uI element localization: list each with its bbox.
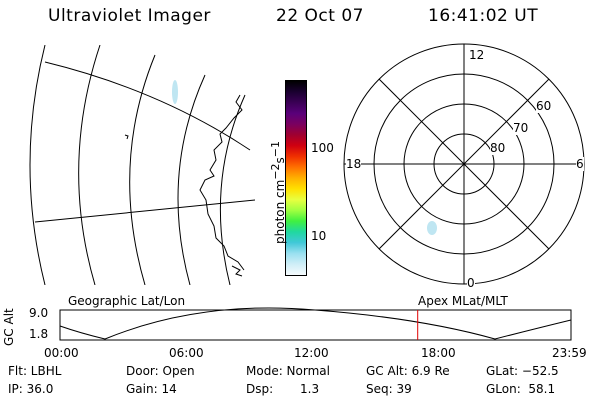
lat-arc-4 (177, 74, 206, 285)
mlt-label-12: 12 (469, 48, 485, 62)
coast-tip (231, 265, 243, 277)
lat-label-80: 80 (490, 141, 506, 155)
map-aurora (172, 80, 178, 104)
mlt-label-18: 18 (346, 157, 362, 171)
status-dsp-label: Dsp: (246, 382, 274, 396)
lat-label-60: 60 (536, 99, 552, 113)
polar-diag-2 (378, 78, 550, 250)
lat-arc-3 (129, 54, 156, 285)
lat-arc-5 (219, 94, 246, 285)
timeline-frame (59, 309, 572, 341)
status-ip: IP: 36.0 (8, 382, 54, 396)
island (124, 134, 129, 140)
status-mode: Mode: Normal (246, 364, 330, 378)
meridian-1 (44, 61, 251, 151)
mlt-label-0: 0 (467, 276, 475, 290)
timeline-xtick-2359: 23:59 (552, 346, 587, 360)
status-seq: Seq: 39 (366, 382, 412, 396)
timeline-xtick-0000: 00:00 (44, 346, 79, 360)
status-gc-alt: GC Alt: 6.9 Re (366, 364, 450, 378)
status-dsp-value: 1.3 (300, 382, 320, 396)
timeline-ytick-1-8: 1.8 (29, 327, 49, 341)
time-label: 16:41:02 UT (428, 6, 539, 26)
colorbar (285, 80, 307, 276)
meridian-2 (34, 199, 255, 223)
timeline-ytick-9: 9.0 (29, 306, 49, 320)
colorbar-tick-100: 100 (311, 141, 334, 155)
altitude-curve (59, 307, 572, 340)
timeline-xtick-1200: 12:00 (294, 346, 329, 360)
status-gain: Gain: 14 (126, 382, 177, 396)
colorbar-gradient (285, 80, 307, 276)
colorbar-tick-10: 10 (311, 229, 327, 243)
mlt-label-6: 6 (576, 157, 584, 171)
coastline (199, 94, 245, 271)
date-label: 22 Oct 07 (276, 6, 364, 26)
status-glat: GLat: −52.5 (486, 364, 559, 378)
status-door: Door: Open (126, 364, 195, 378)
status-glon: GLon: 58.1 (486, 382, 556, 396)
status-filter: Flt: LBHL (8, 364, 62, 378)
timeline-left-label: Geographic Lat/Lon (68, 294, 186, 308)
instrument-title: Ultraviolet Imager (48, 6, 211, 26)
timeline-right-label: Apex MLat/MLT (418, 294, 508, 308)
lat-arc-1 (29, 45, 46, 285)
timeline-xtick-1800: 18:00 (421, 346, 456, 360)
timeline-xtick-0600: 06:00 (169, 346, 204, 360)
polar-aurora (427, 221, 437, 235)
lat-label-70: 70 (513, 121, 529, 135)
